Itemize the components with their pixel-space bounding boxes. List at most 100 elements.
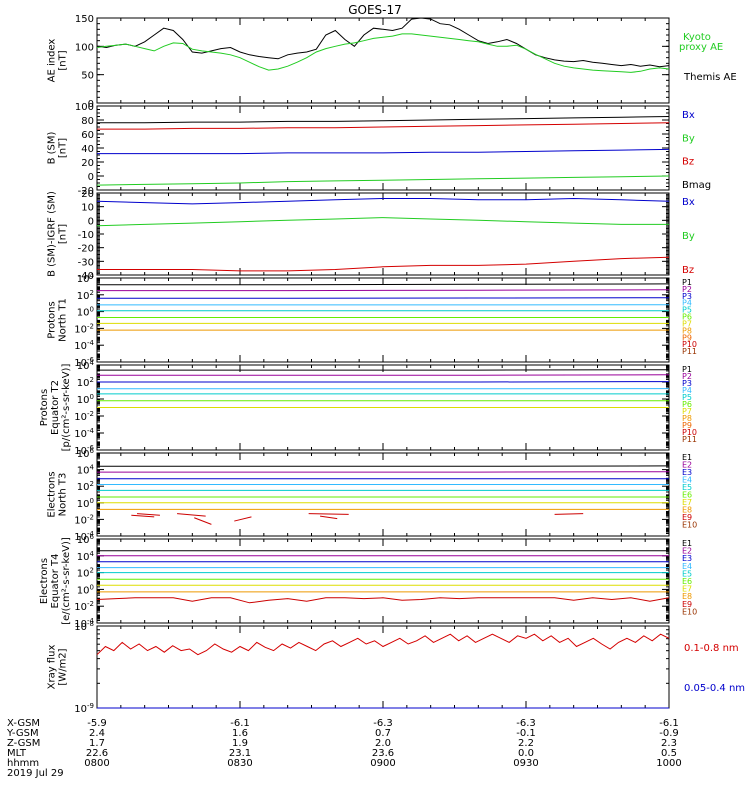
y-tick-label: 10-2	[74, 600, 94, 613]
series-line-bz	[97, 123, 669, 129]
y-axis-label: [e/(cm²-s-sr-keV)]	[61, 537, 72, 625]
y-axis-label: B (SM)-IGRF (SM)	[47, 191, 58, 277]
legend-label: Bx	[682, 197, 695, 208]
panel-frame	[97, 539, 669, 623]
legend-label: E10	[682, 521, 697, 530]
ephemeris-footer: X-GSMY-GSMZ-GSMMLThhmm2019 Jul 29-5.92.4…	[6, 718, 682, 779]
panel-frame	[97, 453, 669, 536]
series-line-p1	[97, 284, 669, 285]
y-tick-label: 100	[75, 42, 94, 53]
series-segment	[177, 514, 206, 516]
y-tick-label: 100	[77, 583, 94, 596]
y-axis-label: Electrons	[39, 558, 50, 604]
legend-label: E10	[682, 607, 697, 616]
panel-7: 10610410210010-210-4ElectronsEquator T4[…	[39, 533, 697, 630]
y-axis-label: Protons	[39, 389, 50, 426]
y-axis-label: Equator T4	[50, 554, 61, 609]
series-segment	[320, 516, 337, 518]
y-tick-label: 100	[75, 102, 94, 113]
figure-title: GOES-17	[348, 3, 402, 17]
panel-8: 10-8 10-9 Xray flux[W/m2] 0.1-0.8 nm 0.05-0.…	[47, 620, 746, 715]
y-axis-label: Protons	[47, 301, 58, 338]
y-tick-label: 104	[77, 464, 95, 477]
panel-1: 050100150AE index[nT]Kyotoproxy AEThemis…	[47, 14, 737, 110]
panel-frame	[97, 193, 669, 275]
y-tick-label: 10-2	[74, 322, 94, 335]
y-axis-label: [nT]	[58, 138, 69, 158]
legend-label: 0.05-0.4 nm	[684, 683, 745, 694]
y-tick-label: 100	[77, 393, 94, 406]
y-axis-label: Equator T2	[50, 380, 61, 435]
y-tick-label: 100	[77, 497, 94, 510]
y-axis-label: North T1	[58, 298, 69, 342]
legend-label: proxy AE	[679, 42, 723, 53]
y-tick-label: 150	[75, 14, 94, 25]
y-tick-label: 106	[77, 447, 95, 460]
series-line-themis-ae	[97, 18, 669, 67]
footer-row-label: 2019 Jul 29	[7, 768, 64, 779]
y-axis-label: Electrons	[47, 471, 58, 517]
footer-value: 0830	[227, 758, 252, 769]
legend-label: Bz	[682, 265, 694, 276]
y-tick-label: 104	[77, 272, 95, 285]
footer-value: 1000	[656, 758, 681, 769]
y-tick-label: 100	[77, 306, 94, 319]
y-tick-label: -20	[78, 244, 94, 255]
y-axis-label: [nT]	[58, 50, 69, 70]
y-tick-label: 20	[81, 189, 94, 200]
y-tick-label: 102	[77, 289, 94, 302]
y-tick-label: 50	[81, 71, 94, 82]
y-axis-label: [p/(cm²-s-sr-keV)]	[61, 364, 72, 452]
legend-label: Bmag	[682, 180, 711, 191]
series-segment	[309, 514, 349, 515]
series-segment	[194, 518, 211, 525]
panels: 050100150AE index[nT]Kyotoproxy AEThemis…	[39, 14, 745, 715]
y-tick-label: 10-4	[74, 427, 94, 440]
legend-label: By	[682, 231, 695, 242]
panel-3: -40-30-20-1001020B (SM)-IGRF (SM)[nT]BxB…	[47, 189, 695, 282]
series-segment	[131, 515, 154, 517]
series-line-bmag	[97, 117, 669, 123]
y-tick-label: 102	[77, 480, 94, 493]
y-tick-label: 104	[77, 359, 95, 372]
panel-6: 10610410210010-210-4ElectronsNorth T3E1E…	[47, 447, 698, 543]
legend-label: Themis AE	[683, 72, 737, 83]
y-tick-label: 0	[88, 216, 94, 227]
series-segment	[137, 514, 160, 516]
y-tick-label: -10	[78, 230, 94, 241]
legend-label: By	[682, 133, 695, 144]
panel-frame	[97, 626, 669, 708]
y-tick-label: 10-8	[74, 620, 94, 633]
series-segment	[555, 514, 584, 515]
y-axis-label: [nT]	[58, 224, 69, 244]
y-tick-label: 10	[81, 203, 94, 214]
y-tick-label: 102	[77, 567, 94, 580]
series-line-e9	[97, 598, 669, 603]
y-axis-label: B (SM)	[47, 131, 58, 164]
legend-label: P11	[682, 347, 697, 356]
series-line-by	[97, 218, 669, 226]
legend-label: 0.1-0.8 nm	[684, 643, 739, 654]
legend-label: Bx	[682, 110, 695, 121]
panel-5: 10410210010-210-410-6ProtonsEquator T2[p…	[39, 359, 697, 457]
y-tick-label: 10-2	[74, 410, 94, 423]
footer-value: 0930	[513, 758, 538, 769]
footer-value: 0800	[84, 758, 109, 769]
y-tick-label: 0	[88, 172, 94, 183]
series-line-p2	[97, 290, 669, 291]
y-tick-label: -30	[78, 257, 94, 268]
y-tick-label: 104	[77, 550, 95, 563]
y-tick-label: 80	[81, 116, 94, 127]
y-axis-label: Xray flux	[47, 645, 58, 690]
series-line-bx	[97, 149, 669, 153]
footer-value: 0900	[370, 758, 395, 769]
y-tick-label: 10-2	[74, 513, 94, 526]
legend-label: P11	[682, 435, 697, 444]
y-tick-label: 10-4	[74, 339, 94, 352]
y-tick-label: 102	[77, 376, 94, 389]
series-line-0-1-0-8-nm	[97, 634, 669, 655]
y-axis-label: AE index	[47, 39, 58, 83]
y-axis-label: [W/m2]	[58, 648, 69, 685]
y-tick-label: 10-9	[74, 702, 94, 715]
panel-2: -20020406080100B (SM)[nT]BxByBzBmag	[47, 102, 712, 197]
